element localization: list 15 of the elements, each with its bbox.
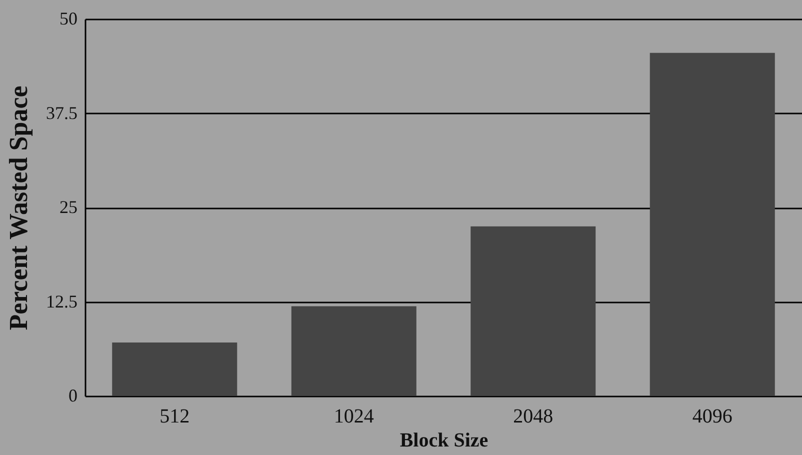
bar [470,226,596,396]
y-tick-label: 0 [68,386,78,406]
x-tick-label: 2048 [513,406,554,428]
y-tick-label: 25 [60,197,78,217]
bar [650,52,775,396]
y-tick-label: 50 [60,8,78,28]
y-tick-label: 12.5 [46,291,78,312]
x-tick-label: 1024 [334,406,374,428]
x-tick-label: 4096 [692,406,732,428]
x-axis-title: Block Size [400,430,488,452]
x-tick-label: 512 [160,406,190,428]
bar [291,306,416,396]
bar [112,342,238,396]
y-axis-title: Percent Wasted Space [4,86,33,330]
y-tick-label: 37.5 [46,102,78,123]
